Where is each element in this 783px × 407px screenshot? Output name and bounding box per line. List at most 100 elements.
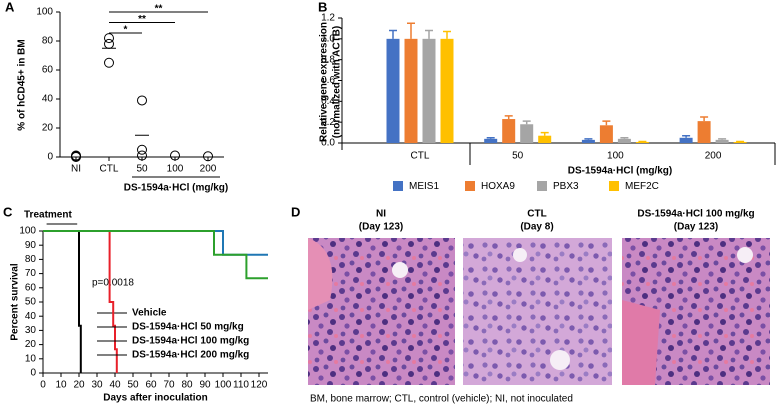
- legend-label: MEF2C: [625, 181, 659, 192]
- x-tick-label: CTL: [100, 164, 119, 175]
- x-tick-label: 60: [145, 380, 157, 391]
- legend-swatch: [393, 181, 403, 191]
- panel-label: C: [3, 204, 13, 219]
- y-tick-label: 1.0: [321, 33, 335, 44]
- histology-image: [308, 238, 455, 385]
- image-title: CTL: [527, 209, 546, 220]
- significance-label: *: [124, 25, 128, 36]
- tissue-region: [622, 300, 660, 385]
- legend-swatch: [537, 181, 547, 191]
- x-tick-label: 30: [91, 380, 103, 391]
- image-title: DS-1594a·HCl 100 mg/kg: [637, 209, 754, 220]
- data-point: [71, 151, 81, 162]
- y-tick-label: 40: [42, 94, 54, 105]
- x-tick-label: 100: [215, 380, 232, 391]
- legend-swatch: [609, 181, 619, 191]
- x-tick-label: 0: [40, 380, 46, 391]
- bar: [697, 121, 711, 143]
- y-tick-label: 80: [42, 36, 54, 47]
- error-bar: [700, 116, 709, 122]
- significance-label: **: [155, 4, 163, 15]
- y-tick-label: 50: [25, 297, 37, 308]
- y-tick-label: 0.0: [321, 138, 335, 149]
- y-tick-label: 90: [25, 240, 37, 251]
- x-tick-label: 120: [251, 380, 268, 391]
- x-tick-label: 70: [163, 380, 175, 391]
- x-tick-label: 200: [200, 164, 217, 175]
- y-tick-label: 100: [36, 7, 53, 18]
- tissue-region: [737, 247, 753, 263]
- legend-label: DS-1594a·HCl 200 mg/kg: [132, 350, 249, 361]
- x-tick-label: 10: [55, 380, 67, 391]
- x-tick-label: NI: [71, 164, 81, 175]
- x-tick-label: 50: [127, 380, 139, 391]
- y-axis-label: Relative gene expression: [319, 22, 330, 142]
- bar: [484, 138, 498, 143]
- error-bar: [620, 137, 629, 139]
- x-tick-label: 90: [199, 380, 211, 391]
- panel-label: D: [291, 204, 300, 219]
- caption: BM, bone marrow; CTL, control (vehicle);…: [310, 394, 573, 405]
- y-tick-label: 0.2: [321, 117, 335, 128]
- bar: [635, 141, 649, 143]
- error-bar: [584, 138, 593, 140]
- y-tick-label: 20: [42, 123, 54, 134]
- y-tick-label: 80: [25, 254, 37, 265]
- data-point: [170, 150, 180, 161]
- bar: [733, 141, 747, 143]
- y-tick-label: 100: [19, 226, 36, 237]
- data-point: [104, 57, 114, 68]
- y-axis-label: % of hCD45+ in BM: [17, 39, 28, 130]
- legend-label: DS-1594a·HCl 100 mg/kg: [132, 336, 249, 347]
- y-tick-label: 1.2: [321, 13, 335, 24]
- error-bar: [718, 138, 727, 140]
- legend-label: Vehicle: [132, 308, 167, 319]
- x-tick-label: CTL: [411, 151, 430, 162]
- y-tick-label: 60: [42, 65, 54, 76]
- data-point: [137, 144, 147, 155]
- y-axis-label: (normalized with ACTB): [332, 26, 343, 138]
- bar: [386, 38, 400, 144]
- x-tick-label: 80: [181, 380, 193, 391]
- error-bar: [425, 29, 433, 39]
- x-tick-label: 110: [233, 380, 249, 391]
- image-title: (Day 123): [359, 222, 403, 233]
- y-tick-label: 70: [25, 268, 37, 279]
- significance-label: **: [138, 14, 146, 25]
- x-tick-label: 50: [512, 151, 524, 162]
- y-tick-label: 30: [25, 325, 37, 336]
- error-bar: [486, 137, 495, 139]
- treatment-label: Treatment: [24, 210, 72, 221]
- error-bar: [443, 30, 451, 39]
- legend-label: MEIS1: [409, 181, 439, 192]
- y-tick-label: 10: [25, 353, 37, 364]
- y-tick-label: 40: [25, 311, 37, 322]
- y-axis-label: Percent survival: [10, 263, 21, 340]
- x-tick-label: 50: [136, 164, 148, 175]
- y-tick-label: 0: [47, 152, 53, 163]
- image-title: (Day 123): [674, 222, 718, 233]
- survival-line: [43, 230, 268, 256]
- y-tick-label: 20: [25, 339, 37, 350]
- image-title: NI: [376, 209, 386, 220]
- y-tick-label: 0.6: [321, 75, 335, 86]
- tissue-region: [392, 262, 408, 278]
- tissue-region: [308, 238, 333, 310]
- data-point: [104, 33, 114, 44]
- survival-line: [43, 230, 82, 373]
- bar: [599, 125, 613, 143]
- survival-line: [43, 230, 268, 280]
- error-bar: [638, 140, 647, 143]
- panel-label: A: [5, 0, 15, 14]
- panel-label: B: [318, 0, 327, 14]
- error-bar: [522, 120, 531, 125]
- bar: [502, 119, 516, 143]
- data-point: [137, 95, 147, 106]
- bar: [581, 139, 595, 143]
- y-tick-label: 0.8: [321, 54, 335, 65]
- bar: [715, 139, 729, 143]
- legend-label: HOXA9: [481, 181, 515, 192]
- annotation: p=0.0018: [92, 278, 134, 289]
- bar: [679, 137, 693, 143]
- x-tick-label: 100: [167, 164, 184, 175]
